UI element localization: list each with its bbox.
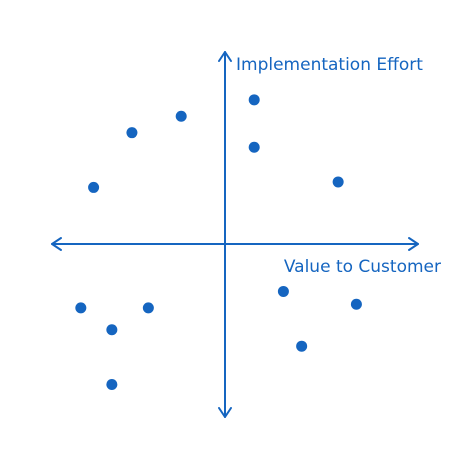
data-point <box>142 302 154 314</box>
axes <box>51 51 419 418</box>
data-point <box>248 141 260 153</box>
data-point <box>88 181 100 193</box>
data-point <box>350 298 362 310</box>
data-point <box>126 127 138 139</box>
y-axis-label: Implementation Effort <box>236 55 423 75</box>
y-axis-arrow-top <box>218 51 232 62</box>
data-point <box>296 340 308 352</box>
data-point <box>332 176 344 188</box>
y-axis-arrow-bottom <box>218 407 232 418</box>
data-point <box>175 110 187 122</box>
x-axis-arrow-right <box>408 237 419 251</box>
data-points <box>75 94 362 391</box>
data-point <box>277 285 289 297</box>
data-point <box>106 324 118 336</box>
data-point <box>106 379 118 391</box>
x-axis-arrow-left <box>51 237 62 251</box>
x-axis-label: Value to Customer <box>284 257 441 277</box>
data-point <box>248 94 260 106</box>
data-point <box>75 302 87 314</box>
